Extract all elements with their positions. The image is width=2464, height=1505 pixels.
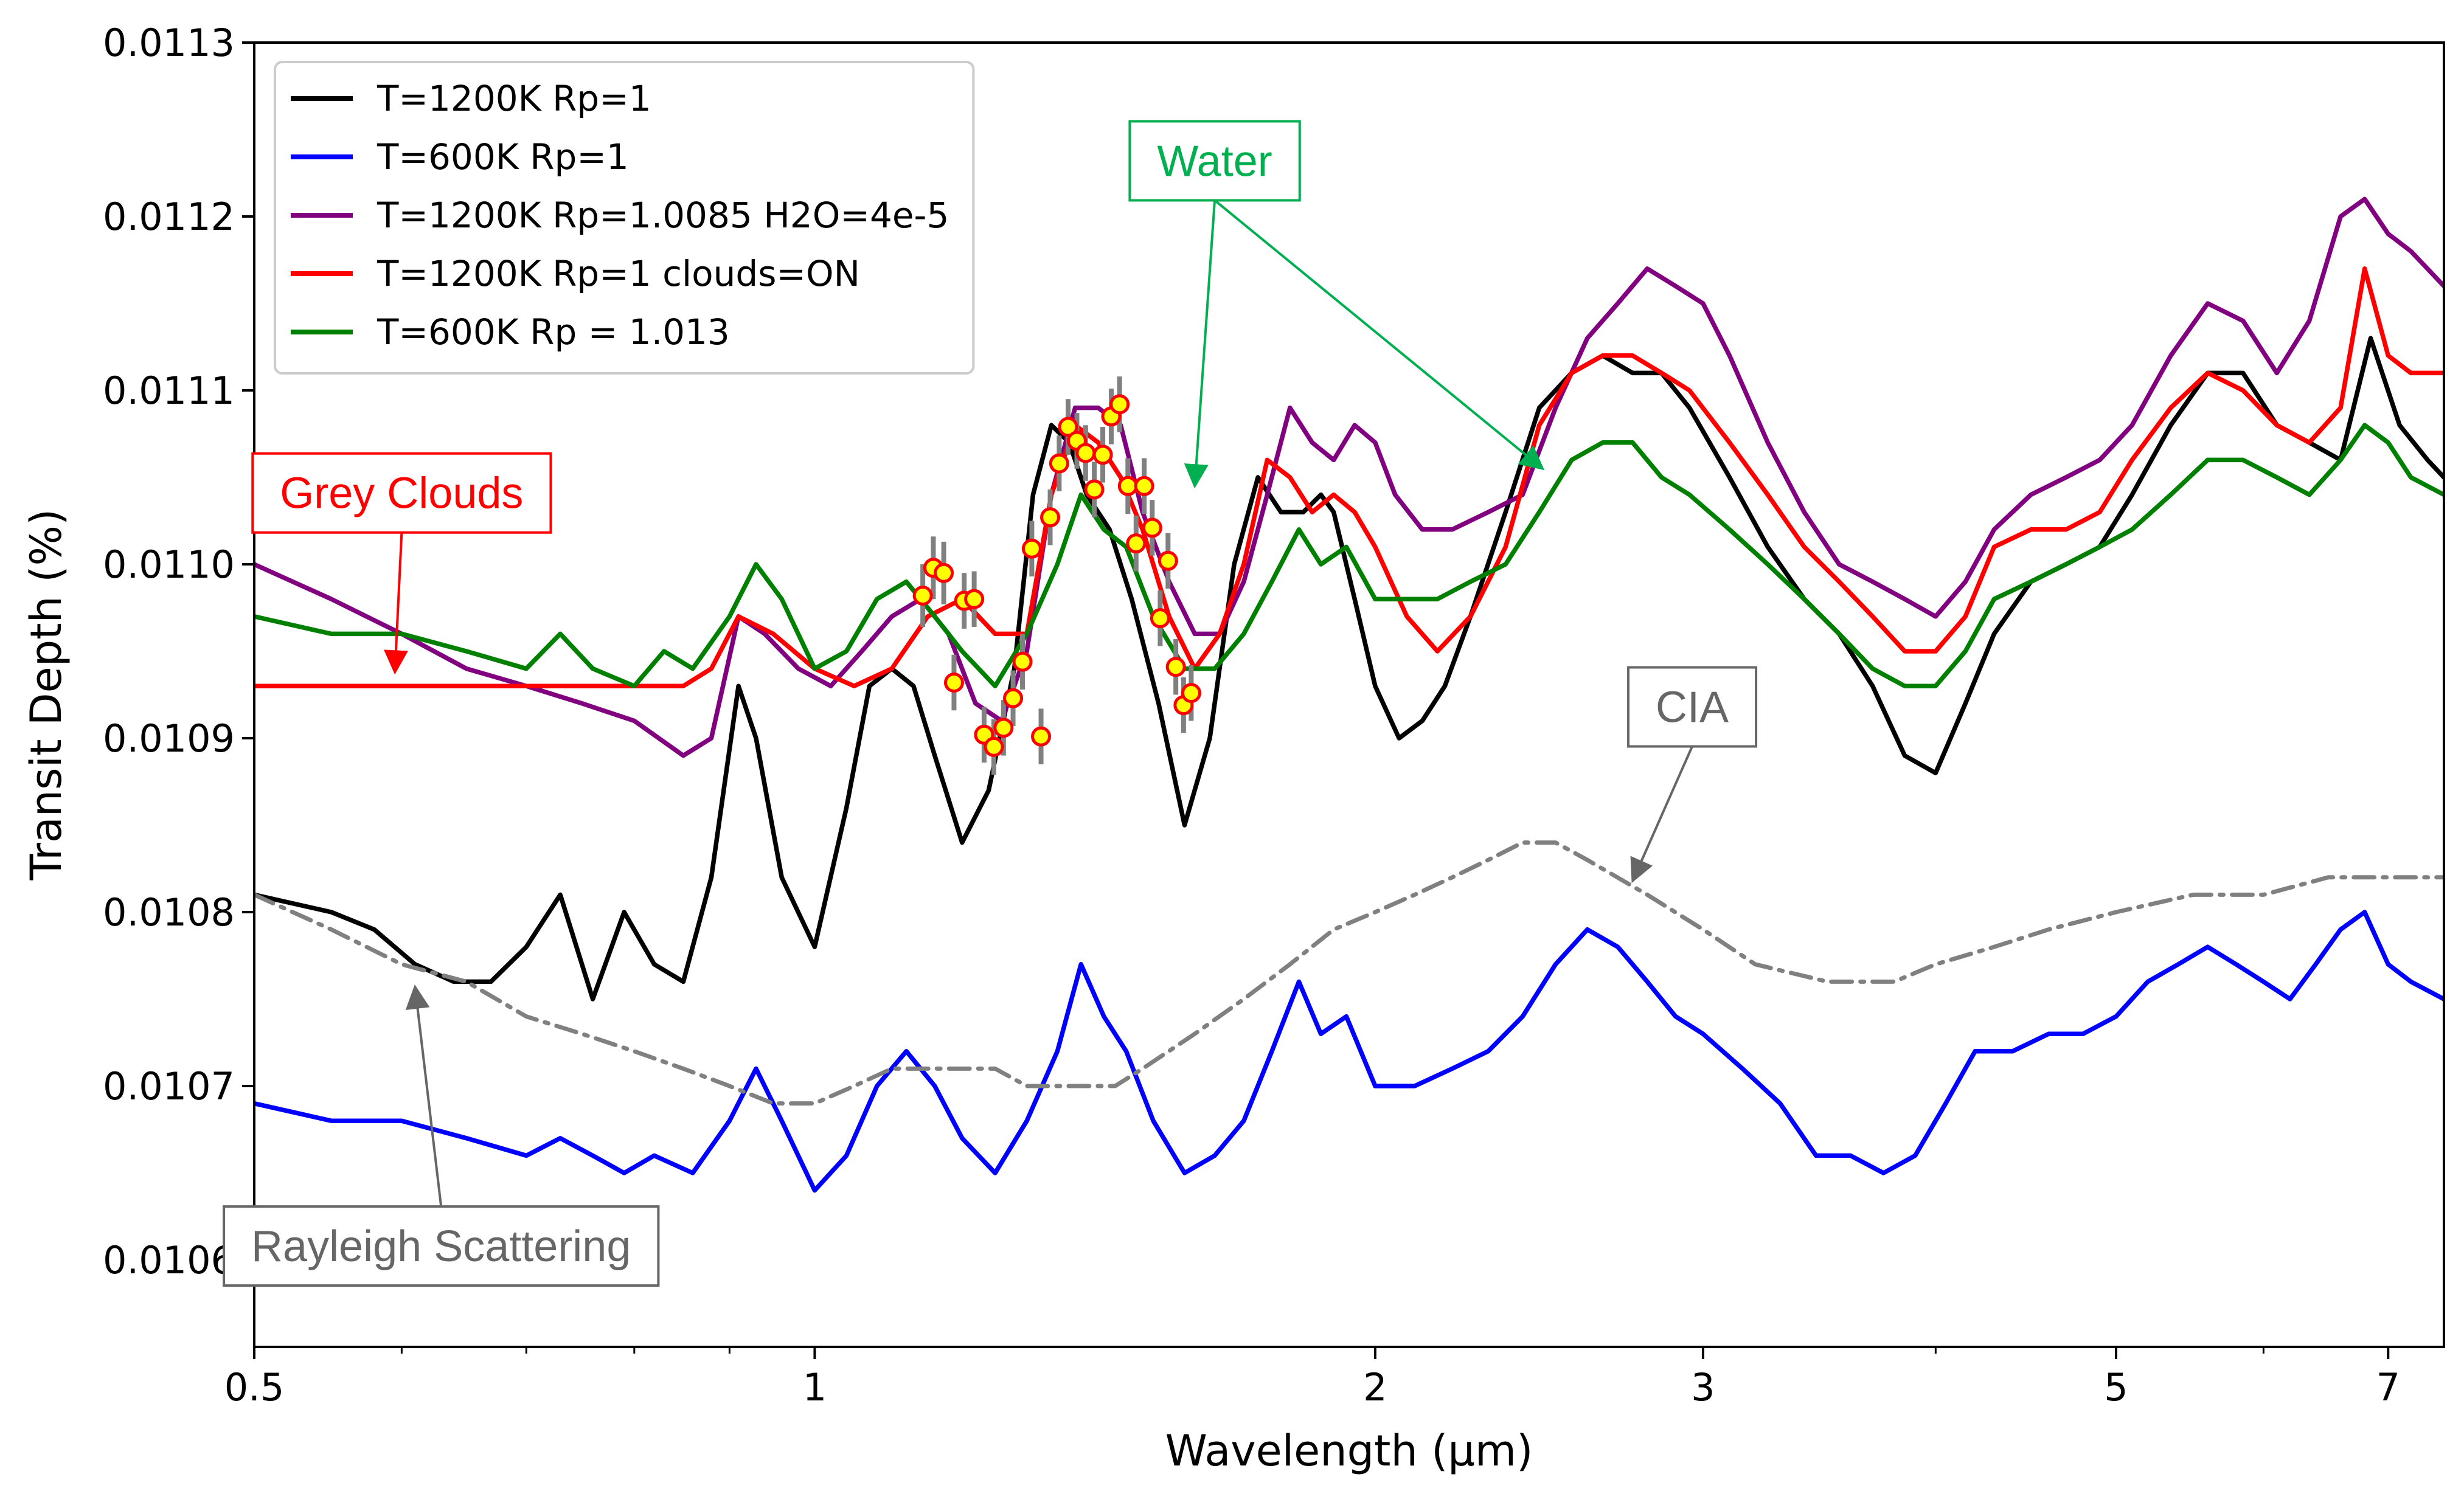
annotation-label: Rayleigh Scattering xyxy=(251,1222,631,1271)
obs-point xyxy=(1092,445,1113,465)
obs-point xyxy=(1012,651,1033,672)
annotation-arrow xyxy=(1213,199,1545,471)
legend-item-t1200: T=1200K Rp=1 xyxy=(291,78,651,119)
annotation-box xyxy=(1627,666,1758,748)
series-line-cia xyxy=(254,840,2444,1106)
obs-point xyxy=(1117,476,1138,496)
legend-item-t600: T=600K Rp=1 xyxy=(291,136,629,178)
annotation-arrow xyxy=(384,532,408,675)
obs-point xyxy=(1003,688,1024,708)
x-axis-label: Wavelength (μm) xyxy=(1165,1426,1533,1476)
obs-point xyxy=(1075,443,1096,463)
legend-frame xyxy=(274,61,975,375)
observations-layer xyxy=(912,376,1201,775)
annotation-rayleigh: Rayleigh Scattering xyxy=(223,984,660,1287)
series-layer xyxy=(254,196,2444,1193)
annotation-box xyxy=(223,1205,660,1287)
obs-point xyxy=(912,585,933,606)
legend-label: T=1200K Rp=1 clouds=ON xyxy=(377,253,860,294)
legend-item-clouds: T=1200K Rp=1 clouds=ON xyxy=(291,253,860,294)
obs-point xyxy=(934,562,954,583)
annotation-box xyxy=(1128,120,1301,202)
legend-label: T=1200K Rp=1.0085 H2O=4e-5 xyxy=(377,195,949,236)
annotation-water: Water xyxy=(1128,120,1545,489)
obs-point xyxy=(984,736,1004,757)
axis-ticks: 0.0106 0.0107 0.0108 0.0109 0.0110 0.0111 0.01… xyxy=(103,21,2400,1410)
y-tick-label: 0.0108 xyxy=(103,890,235,935)
y-tick-label: 0.0112 xyxy=(103,195,235,239)
obs-point xyxy=(1165,657,1186,677)
annotation-cia: CIA xyxy=(1627,666,1758,884)
annotation-label: Water xyxy=(1157,137,1272,185)
annotation-box xyxy=(251,452,552,534)
series-line-t600 xyxy=(254,910,2444,1193)
x-tick-label: 1 xyxy=(803,1365,827,1410)
x-tick-label: 2 xyxy=(1363,1365,1387,1410)
legend-label: T=600K Rp = 1.013 xyxy=(377,311,730,353)
y-tick-label: 0.0107 xyxy=(103,1064,235,1109)
series-line-h2o xyxy=(254,196,2444,758)
obs-point xyxy=(1126,533,1147,554)
y-tick-label: 0.0106 xyxy=(103,1238,235,1282)
y-tick-label: 0.0111 xyxy=(103,368,235,413)
x-tick-label: 7 xyxy=(2376,1365,2400,1410)
obs-point xyxy=(1181,683,1201,704)
y-tick-label: 0.0109 xyxy=(103,716,235,761)
x-tick-label: 5 xyxy=(2104,1365,2128,1410)
obs-point xyxy=(993,718,1014,738)
obs-point xyxy=(1021,538,1042,559)
series-line-clouds xyxy=(254,266,2444,688)
obs-point xyxy=(1157,550,1178,571)
annotation-label: Grey Clouds xyxy=(280,469,523,518)
annotations-layer: Water Grey Clouds CIA Rayleigh Scattering xyxy=(223,120,1758,1287)
legend-item-t600b: T=600K Rp = 1.013 xyxy=(291,311,730,353)
series-line-t600b xyxy=(254,423,2444,688)
plot-frame xyxy=(253,41,2445,1348)
x-tick-label: 0.5 xyxy=(224,1365,285,1410)
annotation-grey-clouds: Grey Clouds xyxy=(251,452,552,675)
annotation-arrow xyxy=(405,984,443,1207)
obs-point xyxy=(1134,476,1154,496)
legend-label: T=600K Rp=1 xyxy=(377,136,629,178)
obs-point xyxy=(1084,479,1105,500)
y-tick-label: 0.0113 xyxy=(103,21,235,65)
obs-point xyxy=(964,589,985,609)
obs-point xyxy=(1049,453,1069,474)
obs-point xyxy=(1058,417,1078,437)
annotation-arrow xyxy=(1184,200,1216,489)
y-tick-label: 0.0110 xyxy=(103,542,235,587)
legend: T=1200K Rp=1 T=600K Rp=1 T=1200K Rp=1.0085… xyxy=(274,61,975,375)
obs-point xyxy=(1040,507,1061,528)
obs-point xyxy=(943,672,964,693)
annotation-arrow xyxy=(1630,746,1693,884)
obs-point xyxy=(1142,517,1162,538)
y-axis-label: Transit Depth (%) xyxy=(21,509,71,881)
annotation-label: CIA xyxy=(1656,683,1729,732)
obs-point xyxy=(1109,394,1130,415)
x-tick-label: 3 xyxy=(1691,1365,1715,1410)
obs-point xyxy=(1150,608,1170,629)
obs-point xyxy=(1031,726,1052,747)
legend-item-h2o: T=1200K Rp=1.0085 H2O=4e-5 xyxy=(291,195,949,236)
legend-label: T=1200K Rp=1 xyxy=(377,78,651,119)
